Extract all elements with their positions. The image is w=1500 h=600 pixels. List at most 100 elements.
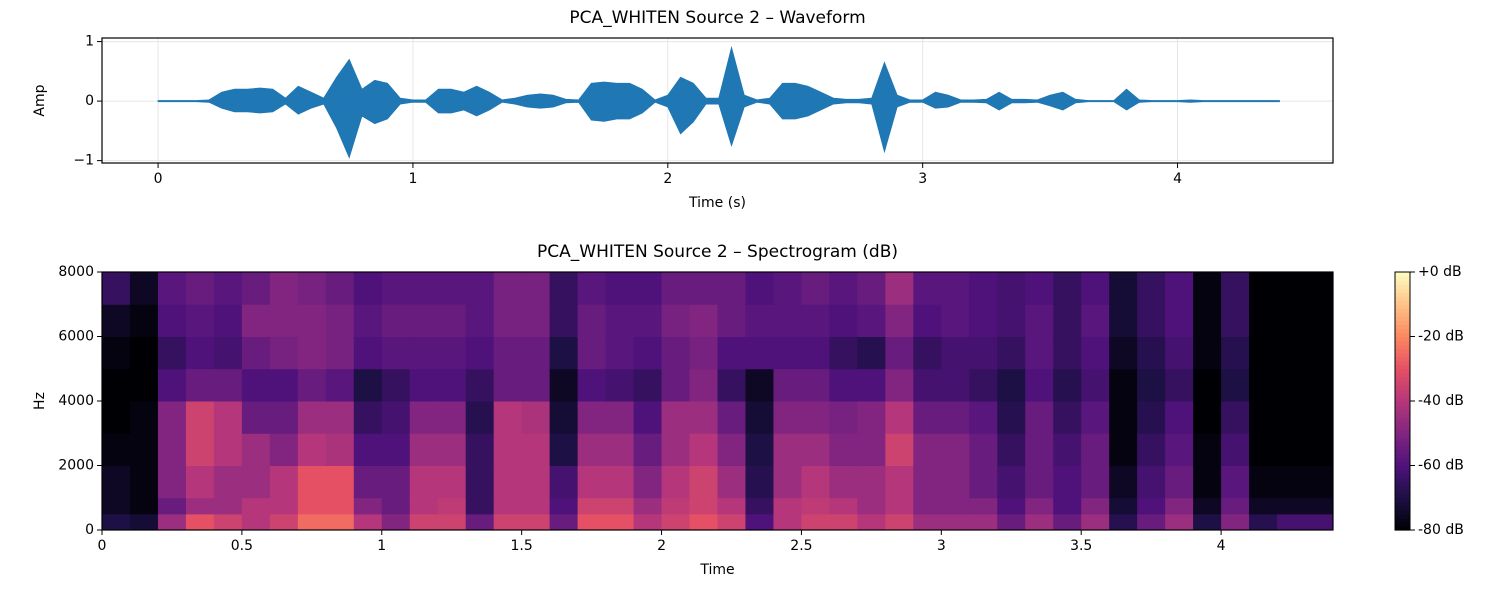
spectrogram-cell [605,368,635,402]
spectrogram-cell [353,497,383,515]
colorbar-band [1395,521,1410,527]
spectrogram-cell [773,336,802,370]
spectrogram-cell [1053,513,1082,531]
spectrogram-cell [381,497,411,515]
spectrogram-cell [717,465,746,499]
spectrogram-cell [1277,304,1306,337]
spectrogram-cell [269,368,299,402]
spectrogram-cell [801,513,830,531]
spectrogram-cell [969,497,998,515]
spectrogram-cell [409,272,439,305]
spectrogram-cell [745,433,774,466]
spectrogram-cell [493,272,523,305]
spectrogram-cell [801,368,830,402]
spectrogram-cell [773,433,802,466]
spectrogram-cell [409,336,439,370]
colorbar-band [1395,316,1410,321]
spectrogram-cell [521,497,551,515]
spectrogram-cell [269,272,299,305]
spectrogram-cell [801,401,830,434]
spectrogram-cell [829,497,858,515]
colorbar-band [1395,368,1410,374]
colorbar-band [1395,276,1410,281]
spectrogram-cell [1277,368,1306,402]
colorbar-band [1395,336,1410,342]
spectrogram-cell [857,368,886,402]
spectrogram-cell [157,401,187,434]
spectrogram-cell [1081,513,1110,531]
colorbar-band [1395,469,1410,475]
spectrogram-cell [661,465,691,499]
spectrogram-cell [997,272,1026,305]
spectrogram-cell [997,336,1026,370]
spectrogram-cell [297,401,327,434]
spectrogram-cell [1081,401,1110,434]
spectrogram-cell [857,497,886,515]
y-tick-label: 6000 [58,329,94,345]
colorbar-band [1395,433,1410,438]
spectrogram-cell [1305,368,1334,402]
y-tick-label: 8000 [58,264,94,280]
spectrogram-cell [1137,497,1166,515]
spectrogram-cell [493,304,523,337]
spectrogram-cell [885,272,914,305]
spectrogram-cell [717,272,746,305]
spectrogram-cell [605,433,635,466]
colorbar-band [1395,392,1410,398]
spectrogram-cell [325,368,355,402]
spectrogram-cell [549,497,579,515]
spectrogram-cell [1109,304,1138,337]
spectrogram-cell [941,433,970,466]
spectrogram-cell [353,304,383,337]
spectrogram-cell [157,513,187,531]
colorbar-band [1395,292,1410,297]
spectrogram-cell [297,336,327,370]
spectrogram-cell [1277,513,1306,531]
spectrogram-cell [1305,465,1334,499]
y-tick-label: 0 [85,522,94,538]
colorbar-band [1395,384,1410,390]
spectrogram-cell [773,368,802,402]
spectrogram-cell [1277,497,1306,515]
colorbar-band [1395,372,1410,378]
spectrogram-cell [997,513,1026,531]
spectrogram-cell [773,272,802,305]
y-tick-label: −1 [73,153,94,169]
spectrogram-cell [997,368,1026,402]
spectrogram-cell [409,465,439,499]
spectrogram-cell [689,465,718,499]
spectrogram-cell [857,513,886,531]
spectrogram-cell [409,433,439,466]
spectrogram-cell [1249,497,1278,515]
spectrogram-cell [381,513,411,531]
spectrogram-cell [1193,368,1222,402]
spectrogram-cell [997,401,1026,434]
colorbar-band [1395,348,1410,354]
colorbar-band [1395,272,1410,277]
colorbar-band [1395,477,1410,483]
spectrogram-cell [829,433,858,466]
spectrogram-cell [1053,433,1082,466]
spectrogram-cell [493,336,523,370]
spectrogram-cell [829,513,858,531]
x-tick-label: 4 [1173,171,1182,187]
y-tick-label: 0 [85,93,94,109]
colorbar-band [1395,380,1410,386]
spectrogram-cell [297,465,327,499]
spectrogram-cell [801,272,830,305]
spectrogram-cell [1165,433,1194,466]
spectrogram-cell [633,433,663,466]
spectrogram-cell [1165,368,1194,402]
spectrogram-cell [1249,401,1278,434]
spectrogram-cell [185,272,215,305]
spectrogram-cell [493,401,523,434]
spectrogram-cell [661,513,691,531]
spectrogram-cell [269,465,299,499]
x-tick-label: 0 [154,171,163,187]
spectrogram-cell [213,368,243,402]
spectrogram-cell [437,433,467,466]
spectrogram-cell [1025,336,1054,370]
spectrogram-cell [521,465,551,499]
spectrogram-cell [605,465,635,499]
spectrogram-cell [465,336,495,370]
